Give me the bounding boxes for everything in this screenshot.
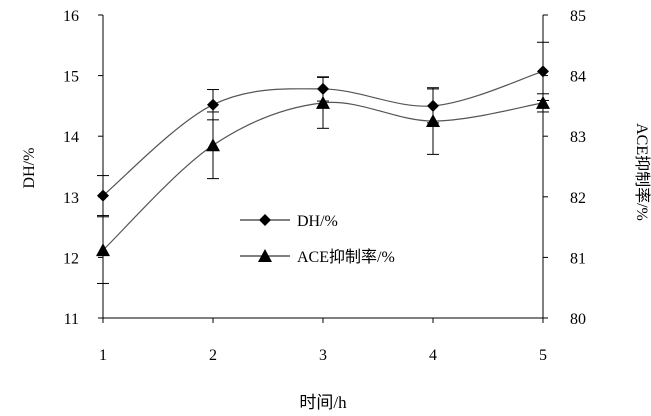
y-right-tick-label: 84 [570,69,586,86]
data-point-ace [426,114,440,128]
y-right-tick-label: 80 [570,311,586,328]
legend-marker-ace [258,249,272,262]
legend-label-ace: ACE抑制率/% [297,248,395,266]
y-left-tick-label: 13 [63,190,79,207]
y-left-tick-label: 15 [63,69,79,86]
legend: DH/% ACE抑制率/% [240,213,395,266]
legend-label-dh: DH/% [297,213,338,230]
x-tick-label: 1 [99,347,107,364]
data-point-ace [206,138,220,152]
x-tick-label: 3 [319,347,327,364]
y-right-tick-label: 85 [570,8,586,25]
data-point-ace [536,95,550,109]
x-tick-label: 4 [429,347,437,364]
y-right-tick-label: 81 [570,250,586,267]
y-left-tick-label: 12 [63,250,79,267]
data-point-dh [537,65,549,78]
x-axis-title: 时间/h [299,393,347,412]
y-left-tick-label: 16 [63,8,79,25]
x-tick-label: 5 [539,347,547,364]
data-point-dh [97,189,109,202]
legend-marker-dh [259,214,271,226]
y-left-tick-label: 14 [63,129,79,146]
data-point-dh [207,98,219,111]
y-axis-right-title: ACE抑制率/% [633,123,651,221]
y-axis-left-title: DH/% [21,148,38,189]
series-layer [96,41,550,284]
y-left-tick-label: 11 [64,311,79,328]
plot-area [102,15,544,319]
data-point-ace [316,95,330,109]
data-point-ace [96,243,110,257]
y-right-tick-label: 82 [570,190,586,207]
y-right-tick-label: 83 [570,129,586,146]
x-tick-label: 2 [209,347,217,364]
